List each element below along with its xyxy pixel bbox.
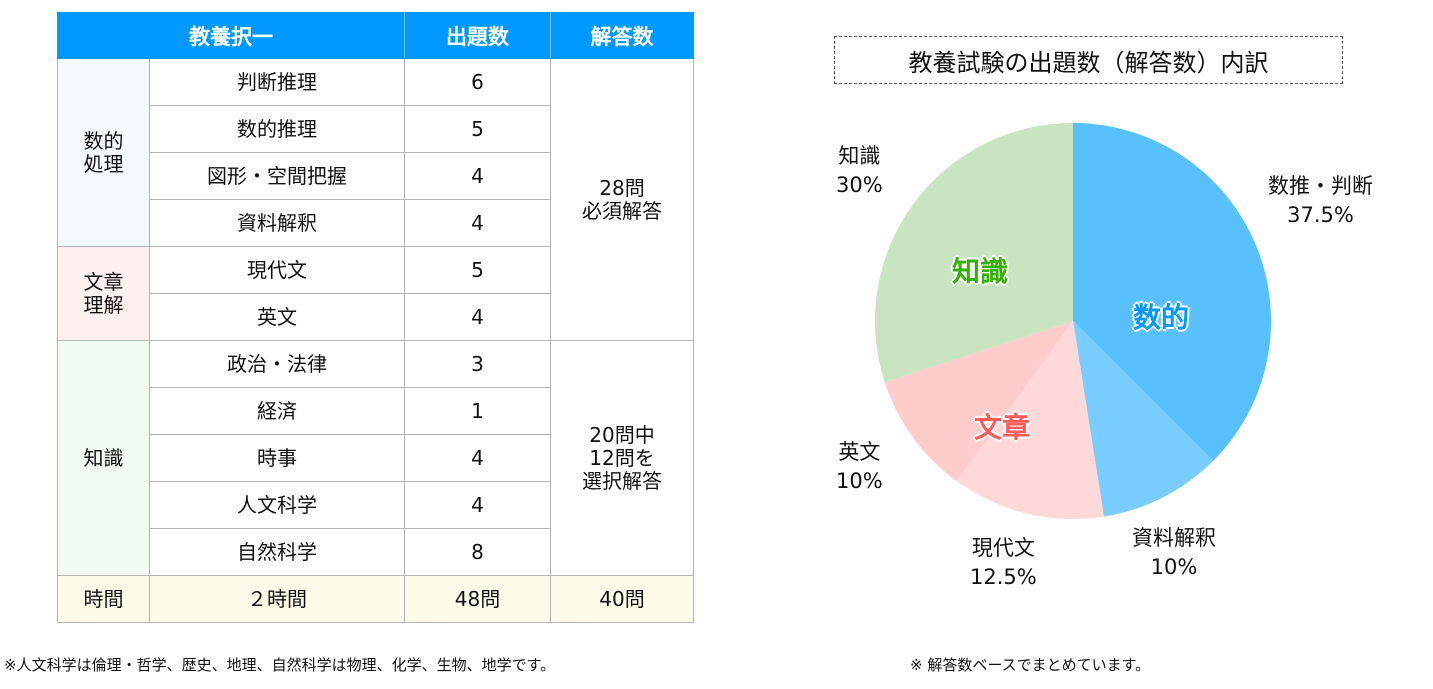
pie-slices [875,123,1272,519]
table-row: 英文 4 [58,293,694,341]
pie-slice [1073,321,1214,517]
group-label-reading: 文章 [974,411,1031,444]
slice-label-knowledge: 知識 30% [836,144,883,198]
subject-cell: 政治・法律 [149,340,405,388]
subject-cell: 現代文 [149,246,405,294]
slice-label-data-interpretation: 資料解釈 10% [1132,526,1216,580]
table-row: 資料解釈 4 [58,199,694,247]
group-label-numeric: 数的 [1133,301,1190,334]
group-numeric: 数的 処理 [57,58,150,247]
subject-cell: 自然科学 [149,528,405,576]
count-cell: 5 [404,246,551,294]
table-row: 図形・空間把握 4 [58,152,694,200]
count-cell: 4 [404,293,551,341]
subject-cell: 人文科学 [149,481,405,529]
group-label-knowledge: 知識 [952,255,1009,288]
table-header-row: 教養択一 出題数 解答数 [57,12,694,59]
footer-time: ２時間 [149,575,405,623]
table-row: 人文科学 4 [58,481,694,529]
pie-slice [1073,123,1272,462]
count-cell: 4 [404,434,551,482]
header-count: 出題数 [404,12,551,59]
count-cell: 4 [404,152,551,200]
group-knowledge: 知識 [57,340,150,576]
subject-cell: 数的推理 [149,105,405,153]
count-cell: 1 [404,387,551,435]
count-cell: 6 [404,58,551,106]
table-row: 知識 政治・法律 3 20問中 12問を 選択解答 [57,340,694,576]
footnote-left: ※人文科学は倫理・哲学、歴史、地理、自然科学は物理、化学、生物、地学です。 [4,656,556,674]
count-cell: 5 [404,105,551,153]
answer-block-required: 28問 必須解答 [550,58,694,341]
header-answers: 解答数 [550,12,694,59]
subject-cell: 資料解釈 [149,199,405,247]
count-cell: 4 [404,199,551,247]
answer-block-elective: 20問中 12問を 選択解答 [550,340,694,576]
count-cell: 8 [404,528,551,576]
subject-cell: 判断推理 [149,58,405,106]
subject-cell: 時事 [149,434,405,482]
table-row: 数的 処理 判断推理 6 28問 必須解答 [57,58,694,341]
subject-cell: 経済 [149,387,405,435]
table-row: 文章 理解 現代文 5 [57,246,694,341]
pie-slice [884,321,1073,482]
slice-label-modern-japanese: 現代文 12.5% [970,536,1037,590]
slice-label-numeric-judgment: 数推・判断 37.5% [1268,174,1373,228]
header-subject: 教養択一 [57,12,405,59]
exam-table: 教養択一 出題数 解答数 数的 処理 判断推理 6 28問 必須解答 数的推理 … [57,12,694,623]
subject-cell: 図形・空間把握 [149,152,405,200]
table-row: 経済 1 [58,387,694,435]
footer-label: 時間 [57,575,150,623]
table-row: 自然科学 8 [58,528,694,576]
slice-label-english: 英文 10% [836,440,883,494]
footnote-right: ※ 解答数ベースでまとめています。 [910,656,1151,674]
chart-title: 教養試験の出題数（解答数）内訳 [834,36,1343,84]
footer-total-questions: 48問 [404,575,551,623]
footer-total-answers: 40問 [550,575,694,623]
count-cell: 4 [404,481,551,529]
subject-cell: 英文 [149,293,405,341]
count-cell: 3 [404,340,551,388]
group-reading: 文章 理解 [57,246,150,341]
table-row: 数的推理 5 [58,105,694,153]
table-footer-row: 時間 ２時間 48問 40問 [57,575,694,623]
